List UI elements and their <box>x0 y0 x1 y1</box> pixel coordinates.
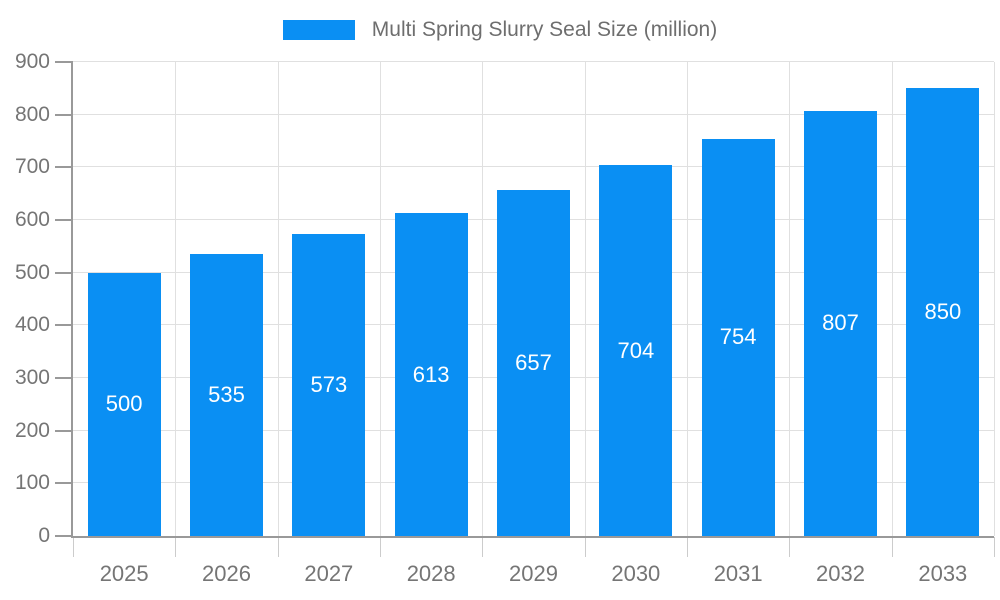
x-gridline <box>175 62 177 536</box>
y-gridline <box>73 113 994 115</box>
x-axis-tick <box>175 537 177 557</box>
y-axis-tick <box>55 219 73 221</box>
x-axis-tick <box>584 537 586 557</box>
y-axis-tick <box>55 113 73 116</box>
bar-value-label: 535 <box>208 382 245 408</box>
x-gridline <box>891 62 893 536</box>
x-axis-tick <box>73 537 74 557</box>
x-axis-tick <box>994 537 995 557</box>
x-gridline <box>277 62 279 536</box>
y-axis-label: 700 <box>14 155 50 179</box>
bar[interactable]: 704 <box>599 165 673 536</box>
x-gridline <box>994 62 995 536</box>
y-axis-tick <box>55 271 73 274</box>
x-axis-tick <box>277 537 279 557</box>
bar[interactable]: 613 <box>394 213 468 536</box>
bar[interactable]: 573 <box>292 234 366 536</box>
x-gridline <box>482 62 484 536</box>
y-axis-line <box>71 62 73 538</box>
bar[interactable]: 535 <box>190 254 263 536</box>
y-axis-tick <box>55 324 73 327</box>
x-gridline <box>584 62 586 536</box>
y-axis-label: 600 <box>14 208 50 231</box>
bar[interactable]: 657 <box>497 189 570 536</box>
y-axis-label: 0 <box>38 524 50 547</box>
bar[interactable]: 850 <box>906 88 980 536</box>
y-gridline <box>73 166 994 168</box>
bar-value-label: 850 <box>924 299 962 325</box>
y-axis-tick <box>55 377 73 379</box>
x-axis-label: 2030 <box>611 561 661 586</box>
y-axis-label: 300 <box>14 366 50 389</box>
y-axis-tick <box>55 535 73 537</box>
x-axis-tick <box>891 537 893 557</box>
bar[interactable]: 754 <box>701 138 775 536</box>
y-axis-tick <box>55 482 73 485</box>
x-axis-label: 2033 <box>918 561 968 586</box>
x-axis-label: 2025 <box>99 561 149 586</box>
y-axis-label: 900 <box>14 50 50 73</box>
y-axis-tick <box>55 429 73 432</box>
bar[interactable]: 807 <box>804 110 877 536</box>
x-axis-label: 2032 <box>816 561 865 586</box>
legend-color-swatch <box>282 20 355 40</box>
bar[interactable]: 500 <box>87 272 161 536</box>
y-axis-tick <box>55 61 73 63</box>
x-gridline <box>687 62 688 536</box>
legend: Multi Spring Slurry Seal Size (million) <box>0 18 1000 42</box>
x-axis-tick <box>789 537 791 557</box>
x-axis-tick <box>380 537 381 557</box>
y-axis-label: 200 <box>14 418 50 442</box>
y-axis-label: 500 <box>14 260 50 284</box>
y-axis-label: 100 <box>14 471 50 495</box>
x-axis-label: 2029 <box>509 561 558 586</box>
x-gridline <box>789 62 791 536</box>
bar-value-label: 613 <box>412 361 450 387</box>
y-gridline <box>73 61 994 62</box>
x-axis-line <box>71 536 994 538</box>
legend-label: Multi Spring Slurry Seal Size (million) <box>371 18 718 41</box>
bar-value-label: 704 <box>617 337 655 363</box>
x-axis-tick <box>482 537 484 557</box>
legend-item[interactable]: Multi Spring Slurry Seal Size (million) <box>282 18 718 42</box>
bar-value-label: 573 <box>310 372 348 398</box>
x-gridline <box>380 62 381 536</box>
bar-value-label: 754 <box>719 324 757 350</box>
y-axis-label: 400 <box>14 313 50 337</box>
bar-value-label: 807 <box>822 310 859 336</box>
x-axis-label: 2027 <box>304 561 354 586</box>
x-axis-label: 2028 <box>406 561 456 586</box>
x-axis-label: 2026 <box>202 561 251 586</box>
bar-value-label: 657 <box>515 349 552 375</box>
bar-value-label: 500 <box>105 391 143 417</box>
x-axis-tick <box>687 537 688 557</box>
y-axis-label: 800 <box>14 102 50 126</box>
x-axis-label: 2031 <box>713 561 763 586</box>
y-axis-tick <box>55 166 73 169</box>
